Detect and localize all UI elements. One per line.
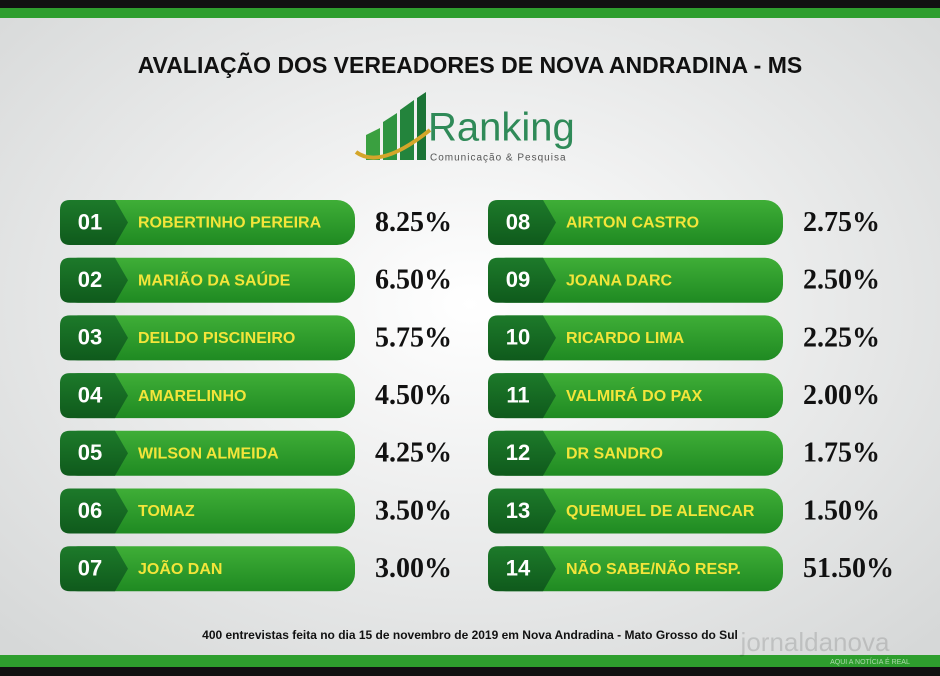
candidate-name: NÃO SABE/NÃO RESP. (566, 558, 741, 578)
rank: 09 (506, 267, 530, 292)
rank: 13 (506, 498, 530, 523)
name-pill (488, 488, 783, 534)
ranking-row: 03 DEILDO PISCINEIRO 5.75% (60, 315, 452, 361)
percentage: 4.50% (375, 380, 452, 411)
candidate-name: TOMAZ (138, 503, 195, 520)
rank-box (60, 430, 128, 476)
name-pill (60, 257, 355, 303)
name-pill (60, 315, 355, 361)
name-pill (60, 373, 355, 419)
ranking-row: 11 VALMIRÁ DO PAX 2.00% (488, 373, 880, 419)
rank: 05 (78, 440, 102, 465)
rank: 11 (506, 382, 529, 407)
name-pill (488, 315, 783, 361)
name-pill (488, 200, 783, 245)
percentage: 2.75% (803, 207, 880, 238)
candidate-name: RICARDO LIMA (566, 330, 685, 347)
rank: 06 (78, 498, 102, 523)
percentage: 4.25% (375, 438, 452, 469)
ranking-row: 06 TOMAZ 3.50% (60, 488, 452, 534)
logo-icon (354, 92, 432, 160)
percentage: 2.50% (803, 265, 880, 296)
rank: 03 (78, 325, 102, 350)
rank-box (60, 200, 128, 245)
watermark: jornaldanova (740, 627, 890, 657)
ranking-row: 01 ROBERTINHO PEREIRA 8.25% (60, 200, 452, 245)
rank-box (488, 315, 556, 361)
footer-note: 400 entrevistas feita no dia 15 de novem… (202, 628, 738, 642)
rank-box (60, 315, 128, 361)
rank: 07 (78, 556, 102, 581)
rank: 02 (78, 267, 102, 292)
rank: 04 (78, 382, 103, 407)
candidate-name: MARIÃO DA SAÚDE (138, 269, 291, 289)
candidate-name: AMARELINHO (138, 388, 246, 405)
rank-box (60, 546, 128, 592)
name-pill (488, 257, 783, 303)
name-pill (60, 488, 355, 534)
bottom-bar (0, 655, 940, 667)
ranking-row: 04 AMARELINHO 4.50% (60, 373, 452, 419)
ranking-row: 13 QUEMUEL DE ALENCAR 1.50% (488, 488, 880, 534)
ranking-row: 12 DR SANDRO 1.75% (488, 430, 880, 476)
name-pill (488, 546, 783, 592)
percentage: 1.50% (803, 495, 880, 526)
watermark-tagline: AQUI A NOTÍCIA É REAL (830, 657, 910, 666)
rank: 01 (78, 209, 102, 234)
candidate-name: JOÃO DAN (138, 558, 222, 578)
bottom-band (0, 667, 940, 676)
ranking-list: 01 ROBERTINHO PEREIRA 8.25% 02 MARIÃO DA SAÚ… (60, 200, 894, 592)
rank-box (60, 257, 128, 303)
rank-box (488, 257, 556, 303)
name-pill (60, 430, 355, 476)
name-pill (60, 200, 355, 245)
ranking-row: 05 WILSON ALMEIDA 4.25% (60, 430, 452, 476)
rank-box (488, 488, 556, 534)
rank-box (488, 200, 556, 245)
ranking-row: 08 AIRTON CASTRO 2.75% (488, 200, 880, 245)
percentage: 5.75% (375, 322, 452, 353)
rank: 08 (506, 209, 530, 234)
rank-box (60, 373, 128, 419)
name-pill (488, 373, 783, 419)
rank-box (488, 430, 556, 476)
rank: 14 (506, 556, 531, 581)
candidate-name: ROBERTINHO PEREIRA (138, 215, 322, 232)
candidate-name: AIRTON CASTRO (566, 215, 699, 232)
top-bar (0, 8, 940, 18)
candidate-name: JOANA DARC (566, 272, 673, 289)
name-pill (60, 546, 355, 592)
rank-box (488, 373, 556, 419)
percentage: 2.25% (803, 322, 880, 353)
rank-box (60, 488, 128, 534)
percentage: 2.00% (803, 380, 880, 411)
logo-name: Ranking (428, 106, 575, 150)
ranking-row: 09 JOANA DARC 2.50% (488, 257, 880, 303)
candidate-name: WILSON ALMEIDA (138, 446, 279, 463)
percentage: 6.50% (375, 265, 452, 296)
title: AVALIAÇÃO DOS VEREADORES DE NOVA ANDRADI… (138, 51, 802, 78)
ranking-row: 07 JOÃO DAN 3.00% (60, 546, 452, 592)
rank: 10 (506, 325, 530, 350)
ranking-row: 10 RICARDO LIMA 2.25% (488, 315, 880, 361)
percentage: 51.50% (803, 553, 894, 584)
rank: 12 (506, 440, 530, 465)
candidate-name: DEILDO PISCINEIRO (138, 330, 295, 347)
candidate-name: QUEMUEL DE ALENCAR (566, 503, 755, 520)
rank-box (488, 546, 556, 592)
top-band (0, 0, 940, 8)
percentage: 3.00% (375, 553, 452, 584)
ranking-row: 02 MARIÃO DA SAÚDE 6.50% (60, 257, 452, 303)
percentage: 8.25% (375, 207, 452, 238)
percentage: 1.75% (803, 438, 880, 469)
name-pill (488, 430, 783, 476)
percentage: 3.50% (375, 495, 452, 526)
candidate-name: DR SANDRO (566, 446, 663, 463)
ranking-row: 14 NÃO SABE/NÃO RESP. 51.50% (488, 546, 894, 592)
logo-tagline: Comunicação & Pesquisa (430, 153, 567, 164)
candidate-name: VALMIRÁ DO PAX (566, 386, 703, 405)
